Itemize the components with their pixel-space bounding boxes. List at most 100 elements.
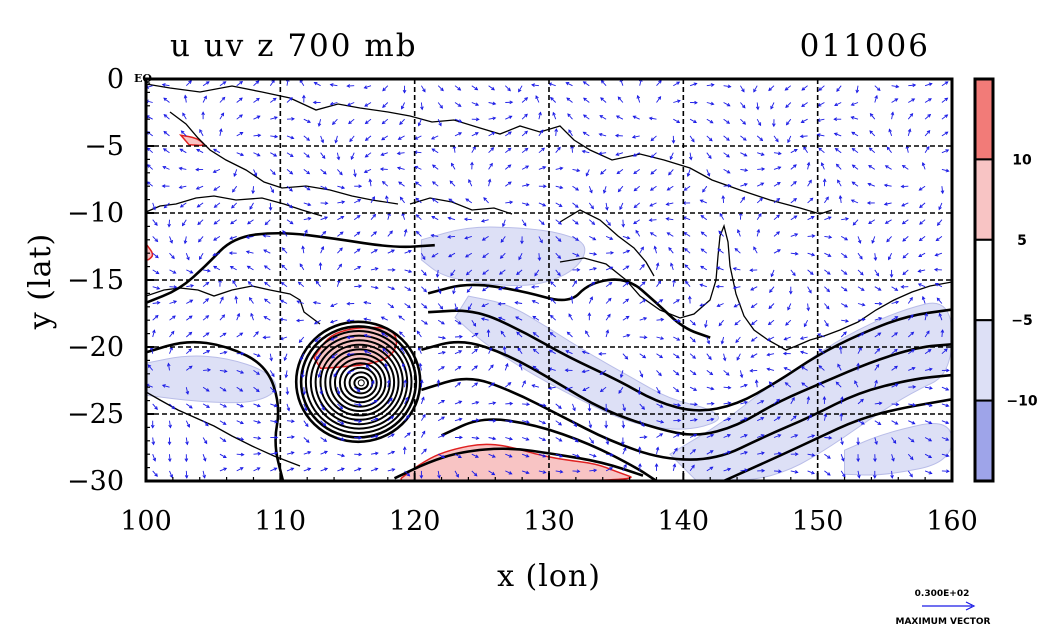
wind-vector <box>315 353 321 361</box>
wind-vector <box>169 269 177 274</box>
wind-vector <box>941 149 950 154</box>
wind-vector <box>740 417 748 422</box>
wind-vector <box>588 219 596 226</box>
y-tick-label: −5 <box>84 131 124 162</box>
wind-vector <box>253 353 261 358</box>
wind-vector <box>639 370 644 378</box>
wind-vector <box>907 331 915 338</box>
wind-vector <box>253 451 262 456</box>
wind-vector <box>505 453 513 458</box>
wind-vector <box>766 367 775 372</box>
wind-vector <box>199 252 204 261</box>
wind-vector <box>505 470 513 475</box>
wind-vector <box>722 353 727 362</box>
wind-vector <box>648 116 657 121</box>
wind-vector <box>337 231 344 237</box>
wind-vector <box>236 467 244 472</box>
wind-vector <box>286 467 295 472</box>
wind-vector <box>941 114 949 120</box>
wind-vector <box>438 350 446 355</box>
wind-vector <box>186 299 194 304</box>
wind-vector <box>820 162 825 170</box>
wind-vector <box>303 229 308 237</box>
wind-vector <box>320 152 326 160</box>
wind-vector <box>891 402 900 407</box>
wind-vector <box>471 102 480 106</box>
wind-vector <box>757 167 766 171</box>
wind-vector <box>363 168 372 173</box>
wind-vector <box>514 300 523 305</box>
wind-vector <box>186 284 195 288</box>
wind-vector <box>884 165 892 170</box>
wind-vector <box>622 333 631 338</box>
wind-vector <box>234 295 238 304</box>
wind-vector <box>874 94 878 103</box>
wind-vector <box>414 181 422 187</box>
wind-vector <box>768 381 775 388</box>
wind-vector <box>806 161 811 170</box>
wind-vector <box>700 231 708 237</box>
contour-north-west-contour <box>146 231 435 305</box>
wind-vector <box>783 366 791 371</box>
wind-vector <box>430 233 439 238</box>
wind-vector <box>521 437 530 441</box>
wind-vector <box>800 118 808 123</box>
wind-vector <box>800 366 808 371</box>
wind-vector <box>467 303 473 311</box>
wind-vector <box>589 252 598 256</box>
wind-vector <box>421 303 428 309</box>
wind-vector <box>320 185 328 190</box>
wind-vector <box>768 303 775 310</box>
wind-vector <box>706 433 715 438</box>
wind-vector <box>465 269 473 276</box>
wind-vector <box>732 267 741 271</box>
wind-vector <box>816 133 825 137</box>
colorbar-segment <box>974 238 994 322</box>
wind-vector <box>219 437 227 443</box>
x-tick-label: 120 <box>389 506 441 537</box>
wind-vector <box>303 202 312 207</box>
wind-vector <box>740 196 746 204</box>
wind-vector <box>839 412 844 421</box>
contour-diagonal-contour-3 <box>421 373 952 461</box>
wind-vector <box>370 400 378 405</box>
wind-vector <box>871 236 876 244</box>
wind-vector <box>856 362 861 371</box>
wind-vector <box>604 420 608 429</box>
wind-vector <box>619 370 624 379</box>
wind-vector <box>162 148 170 154</box>
wind-vector <box>387 433 395 438</box>
wind-vector <box>835 381 842 388</box>
wind-vector <box>648 218 657 222</box>
wind-vector <box>263 316 271 321</box>
wind-vector <box>824 235 833 239</box>
wind-vector <box>431 215 439 221</box>
wind-vector <box>769 286 775 293</box>
chart-title-right: 011006 <box>800 28 930 64</box>
wind-vector <box>354 419 363 424</box>
wind-vector <box>380 152 388 156</box>
wind-vector <box>566 331 573 338</box>
wind-vector <box>498 286 506 291</box>
wind-vector <box>673 386 680 393</box>
wind-vector <box>303 437 310 443</box>
wind-vector <box>516 269 523 276</box>
wind-vector <box>706 450 714 455</box>
wind-vector <box>824 319 829 327</box>
wind-vector <box>757 468 766 473</box>
wind-vector <box>785 102 792 109</box>
wind-vector <box>555 252 562 259</box>
wind-vector <box>219 332 227 338</box>
wind-vector <box>488 162 493 170</box>
wind-vector <box>900 285 909 289</box>
wind-vector <box>236 420 244 425</box>
wind-vector <box>270 467 278 472</box>
wind-vector <box>370 434 379 439</box>
wind-vector <box>521 202 530 207</box>
wind-vector <box>706 370 714 376</box>
wind-vector <box>840 269 848 275</box>
wind-vector <box>521 113 528 120</box>
wind-vector <box>454 102 462 107</box>
wind-vector <box>857 420 865 425</box>
wind-vector <box>689 448 697 455</box>
